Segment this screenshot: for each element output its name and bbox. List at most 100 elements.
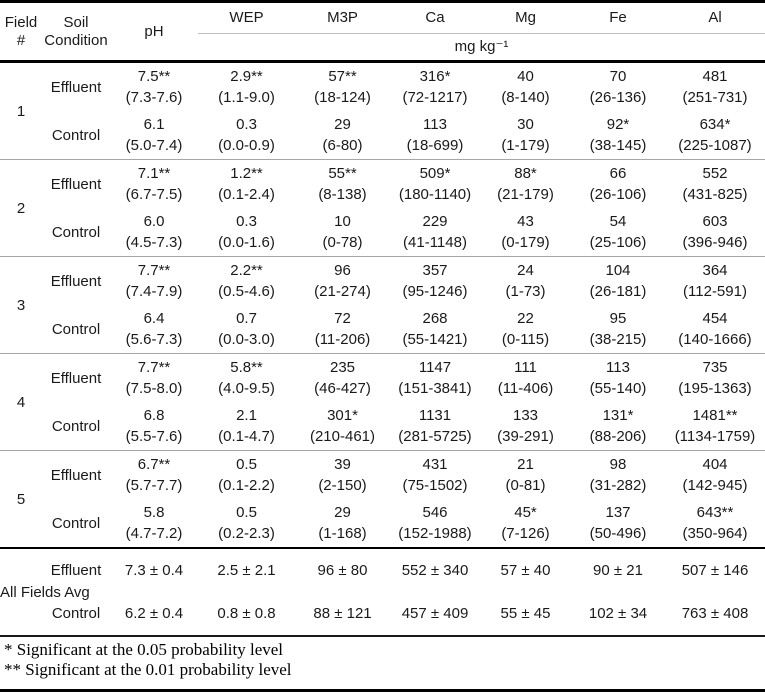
avg-cell: 2.5 ± 2.1: [198, 547, 295, 592]
avg-cell: 763 ± 408: [681, 605, 749, 622]
data-cell: 364 (112-591): [665, 256, 765, 305]
soil-condition-cell: Control: [51, 320, 101, 338]
column-header-soil-condition: Soil Condition: [44, 13, 108, 49]
mean-value: 66: [609, 165, 627, 182]
mean-value: 40: [517, 68, 534, 85]
field-number: 3: [0, 256, 42, 354]
avg-cell: 457 ± 409: [401, 605, 469, 622]
data-cell: 55** (8-138): [295, 159, 390, 208]
avg-cell: 96 ± 80: [295, 547, 390, 592]
footnote-001-level: ** Significant at the 0.01 probability l…: [4, 660, 292, 679]
mean-value: 431: [422, 456, 448, 473]
mean-value: 131*: [602, 407, 634, 424]
range-value: (0.2-2.3): [218, 525, 275, 542]
data-cell: 552 (431-825): [665, 159, 765, 208]
soil-condition-cell: Effluent: [42, 159, 110, 208]
avg-cell: 57 ± 40: [480, 547, 571, 592]
mean-value: 0.5: [236, 456, 257, 473]
data-cell: 1147 (151-3841): [390, 353, 480, 402]
soil-condition-cell: Control: [51, 514, 101, 532]
mean-value: 0.5: [236, 504, 257, 521]
data-cell: 70 (26-136): [571, 62, 665, 112]
data-cell: 39 (2-150): [295, 450, 390, 499]
data-cell: 131* (88-206): [571, 402, 665, 451]
avg-cell: 7.3 ± 0.4: [110, 547, 198, 592]
avg-cell: 90 ± 21: [571, 547, 665, 592]
range-value: (151-3841): [398, 380, 472, 397]
mean-value: 29: [334, 504, 351, 521]
range-value: (0-81): [505, 477, 546, 494]
range-value: (5.0-7.4): [125, 137, 183, 154]
data-cell: 54 (25-106): [571, 208, 665, 257]
soil-condition-cell: Control: [51, 417, 101, 435]
mean-value: 30: [517, 116, 534, 133]
range-value: (38-145): [589, 137, 647, 154]
mean-value: 1.2**: [230, 165, 263, 182]
table-row: Control 5.8 (4.7-7.2) 0.5 (0.2-2.3) 29 (1-168)…: [0, 499, 765, 548]
data-cell: 104 (26-181): [571, 256, 665, 305]
mean-value: 6.8: [143, 407, 165, 424]
table-row: Control 6.8 (5.5-7.6) 2.1 (0.1-4.7) 301* (210-…: [0, 402, 765, 451]
soil-condition-cell: Control: [51, 605, 101, 622]
data-cell: 735 (195-1363): [665, 353, 765, 402]
mean-value: 301*: [327, 407, 358, 424]
mean-value: 29: [334, 116, 351, 133]
data-cell: 2.1 (0.1-4.7): [198, 402, 295, 451]
mean-value: 22: [517, 310, 534, 327]
column-header-wep: WEP: [229, 9, 264, 26]
mean-value: 0.3: [236, 116, 257, 133]
table-row: Control 6.2 ± 0.4 0.8 ± 0.8 88 ± 121 457 ± 4…: [0, 592, 765, 636]
mean-value: 0.7: [236, 310, 257, 327]
data-cell: 546 (152-1988): [390, 499, 480, 548]
range-value: (7.4-7.9): [125, 283, 183, 300]
field-number: 4: [0, 353, 42, 451]
range-value: (1-168): [318, 525, 367, 542]
avg-cell: 102 ± 34: [588, 605, 648, 622]
table-row: Control 6.1 (5.0-7.4) 0.3 (0.0-0.9) 29 (6-80) 1…: [0, 111, 765, 160]
mean-value: 481: [702, 68, 728, 85]
avg-cell: 0.8 ± 0.8: [217, 605, 276, 622]
range-value: (41-1148): [403, 234, 467, 251]
range-value: (7-126): [501, 525, 550, 542]
range-value: (350-964): [682, 525, 748, 542]
range-value: (26-106): [589, 186, 647, 203]
range-value: (4.5-7.3): [125, 234, 183, 251]
data-cell: 2.9** (1.1-9.0): [198, 62, 295, 112]
table-row: Control 6.0 (4.5-7.3) 0.3 (0.0-1.6) 10 (0-78) 2…: [0, 208, 765, 257]
range-value: (46-427): [314, 380, 371, 397]
data-cell: 5.8 (4.7-7.2): [110, 499, 198, 548]
range-value: (0-115): [501, 331, 550, 348]
mean-value: 552: [702, 165, 728, 182]
range-value: (26-136): [589, 89, 647, 106]
data-cell: 509* (180-1140): [390, 159, 480, 208]
data-cell: 21 (0-81): [480, 450, 571, 499]
mean-value: 6.7**: [137, 456, 171, 473]
range-value: (4.0-9.5): [218, 380, 275, 397]
table-header: Field # Soil Condition pH WEP M3P Ca Mg …: [0, 2, 765, 62]
data-cell: 137 (50-496): [571, 499, 665, 548]
field-number: 5: [0, 450, 42, 548]
range-value: (95-1246): [402, 283, 468, 300]
data-cell: 0.7 (0.0-3.0): [198, 305, 295, 354]
mean-value: 7.7**: [137, 359, 171, 376]
data-cell: 0.5 (0.2-2.3): [198, 499, 295, 548]
column-header-fe: Fe: [609, 9, 627, 26]
range-value: (0.0-0.9): [218, 137, 275, 154]
mean-value: 5.8: [143, 504, 165, 521]
range-value: (251-731): [682, 89, 748, 106]
mean-value: 113: [606, 359, 630, 376]
range-value: (0-179): [501, 234, 550, 251]
field-number: 1: [16, 102, 26, 120]
mean-value: 133: [512, 407, 539, 424]
range-value: (281-5725): [398, 428, 472, 445]
range-value: (88-206): [589, 428, 647, 445]
avg-cell: 88 ± 121: [313, 605, 372, 622]
data-cell: 111 (11-406): [480, 353, 571, 402]
range-value: (0.1-2.4): [218, 186, 275, 203]
data-cell: 10 (0-78): [295, 208, 390, 257]
table-row: 1 Effluent 7.5** (7.3-7.6) 2.9** (1.1-9.0) 57*…: [0, 62, 765, 120]
mean-value: 6.1: [143, 116, 165, 133]
table-row: Control 6.4 (5.6-7.3) 0.7 (0.0-3.0) 72 (11-206…: [0, 305, 765, 354]
mean-value: 235: [329, 359, 356, 376]
